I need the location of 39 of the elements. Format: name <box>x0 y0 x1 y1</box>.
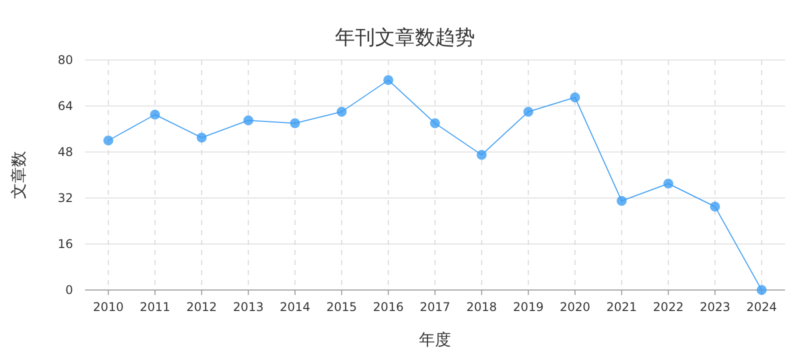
point <box>710 202 720 212</box>
y-tick-label: 16 <box>58 237 73 251</box>
y-axis-title: 文章数 <box>9 151 28 199</box>
x-tick-label: 2022 <box>653 300 684 314</box>
x-axis-title: 年度 <box>419 330 451 349</box>
x-tick-label: 2020 <box>560 300 590 314</box>
x-tick-label: 2024 <box>746 300 777 314</box>
point <box>570 92 580 102</box>
chart-title: 年刊文章数趋势 <box>335 25 475 49</box>
point <box>756 285 767 295</box>
y-tick-label: 80 <box>58 53 73 67</box>
x-tick-label: 2014 <box>280 300 310 314</box>
y-tick-label: 64 <box>58 99 73 113</box>
x-tick-label: 2015 <box>326 300 357 314</box>
x-tick-label: 2018 <box>466 300 497 314</box>
point <box>150 110 160 120</box>
x-tick-label: 2019 <box>513 300 544 314</box>
x-tick-label: 2011 <box>140 300 170 314</box>
point <box>290 118 300 128</box>
point <box>616 196 627 206</box>
point <box>383 75 394 86</box>
x-tick-label: 2012 <box>186 300 217 314</box>
point <box>430 118 440 128</box>
point <box>196 132 207 143</box>
y-tick-label: 48 <box>58 145 73 159</box>
point <box>523 106 534 117</box>
point <box>103 136 114 146</box>
point <box>663 178 674 189</box>
x-tick-label: 2021 <box>606 300 637 314</box>
point <box>336 106 347 117</box>
y-tick-label: 32 <box>58 191 73 205</box>
x-tick-label: 2023 <box>700 300 730 314</box>
x-tick-label: 2017 <box>420 300 450 314</box>
x-tick-label: 2010 <box>93 300 124 314</box>
x-tick-label: 2013 <box>233 300 264 314</box>
x-tick-label: 2016 <box>373 300 404 314</box>
point <box>243 115 254 126</box>
y-tick-label: 0 <box>65 283 73 297</box>
point <box>476 150 487 160</box>
